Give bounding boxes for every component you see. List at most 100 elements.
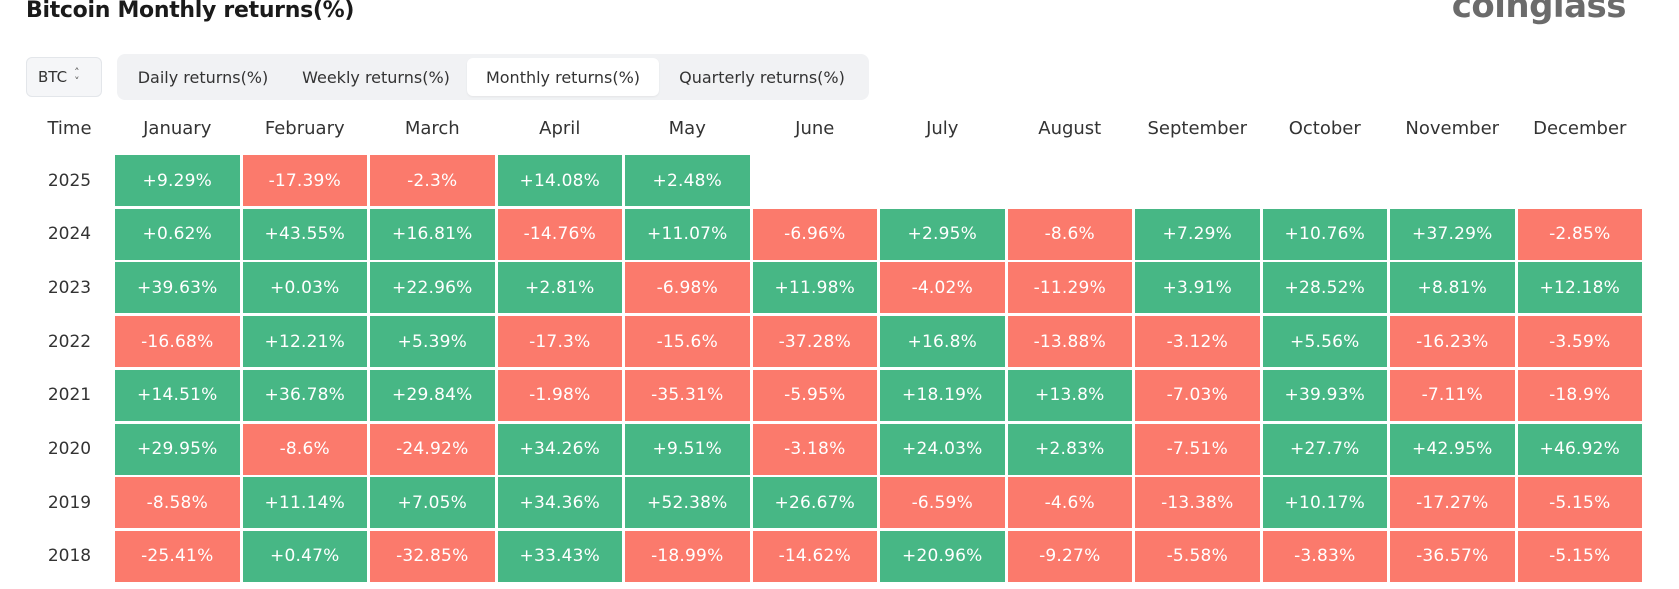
header-november: November	[1405, 117, 1500, 139]
return-cell: +0.62%	[115, 208, 240, 260]
tab-weekly-returns[interactable]: Weekly returns(%)	[302, 67, 450, 87]
header-june: June	[795, 117, 835, 139]
header-may: May	[668, 117, 706, 139]
return-cell	[1390, 155, 1515, 206]
return-cell: +43.55%	[242, 208, 367, 260]
return-cell: +11.07%	[625, 208, 750, 260]
year-label: 2019	[47, 492, 92, 513]
return-cell: +28.52%	[1262, 262, 1387, 314]
return-cell: -5.95%	[752, 369, 877, 421]
return-cell: +37.29%	[1390, 208, 1515, 260]
return-cell: +14.51%	[115, 369, 240, 421]
tab-monthly-returns[interactable]: Monthly returns(%)	[467, 58, 659, 96]
return-cell: +33.43%	[497, 530, 622, 582]
table-row: 2019 -8.58% +11.14% +7.05% +34.36% +52.38% +26…	[0, 477, 1679, 529]
asset-select[interactable]: BTC ˄ ˅	[26, 57, 102, 97]
return-cell: +12.21%	[242, 316, 367, 368]
return-cell: -9.27%	[1007, 530, 1132, 582]
return-cell: +39.63%	[115, 262, 240, 314]
year-label: 2025	[47, 170, 92, 191]
return-cell: +0.03%	[242, 262, 367, 314]
return-cell: +39.93%	[1262, 369, 1387, 421]
return-cell: -6.59%	[880, 477, 1005, 529]
return-cell: +14.08%	[497, 155, 622, 206]
page-title: Bitcoin Monthly returns(%)	[26, 0, 355, 23]
return-cell: -14.76%	[497, 208, 622, 260]
return-cell: -8.6%	[242, 423, 367, 475]
header-september: September	[1147, 117, 1248, 139]
return-cell: -17.27%	[1390, 477, 1515, 529]
return-cell: +36.78%	[242, 369, 367, 421]
return-cell: -3.83%	[1262, 530, 1387, 582]
return-cell: +11.98%	[752, 262, 877, 314]
return-cell: +18.19%	[880, 369, 1005, 421]
return-cell: +2.95%	[880, 208, 1005, 260]
table-row: 2020 +29.95% -8.6% -24.92% +34.26% +9.51% -3.1…	[0, 423, 1679, 475]
year-label: 2021	[47, 385, 92, 406]
return-cell: +5.56%	[1262, 316, 1387, 368]
year-label: 2022	[47, 331, 92, 352]
return-cell: +34.36%	[497, 477, 622, 529]
return-cell: +13.8%	[1007, 369, 1132, 421]
asset-select-value: BTC	[38, 68, 68, 86]
return-cell: +2.48%	[625, 155, 750, 206]
return-cell: -7.03%	[1135, 369, 1260, 421]
table-header: Time January February March April May June Jul…	[0, 112, 1679, 144]
header-january: January	[143, 117, 212, 139]
return-cell: +12.18%	[1517, 262, 1642, 314]
header-february: February	[264, 117, 345, 139]
return-cell: +27.7%	[1262, 423, 1387, 475]
table-row: 2021 +14.51% +36.78% +29.84% -1.98% -35.31% -5…	[0, 369, 1679, 421]
return-cell: -13.88%	[1007, 316, 1132, 368]
table-row: 2022 -16.68% +12.21% +5.39% -17.3% -15.6% -37.…	[0, 316, 1679, 368]
return-cell: +24.03%	[880, 423, 1005, 475]
return-cell: +7.29%	[1135, 208, 1260, 260]
chevron-up-down-icon: ˄ ˅	[74, 66, 80, 88]
return-cell: +8.81%	[1390, 262, 1515, 314]
table-row: 2025 +9.29% -17.39% -2.3% +14.08% +2.48%	[0, 155, 1679, 206]
return-cell: -25.41%	[115, 530, 240, 582]
return-cell: -5.58%	[1135, 530, 1260, 582]
return-cell: -3.12%	[1135, 316, 1260, 368]
return-cell: -3.18%	[752, 423, 877, 475]
return-cell: +5.39%	[370, 316, 495, 368]
header-october: October	[1288, 117, 1361, 139]
return-cell: -16.68%	[115, 316, 240, 368]
return-cell: -4.02%	[880, 262, 1005, 314]
return-cell: -18.99%	[625, 530, 750, 582]
return-cell: -17.39%	[242, 155, 367, 206]
return-cell	[880, 155, 1005, 206]
return-cell: -37.28%	[752, 316, 877, 368]
return-cell: -11.29%	[1007, 262, 1132, 314]
tab-daily-returns[interactable]: Daily returns(%)	[137, 67, 269, 87]
return-cell: -6.98%	[625, 262, 750, 314]
return-cell: +2.83%	[1007, 423, 1132, 475]
tab-quarterly-returns[interactable]: Quarterly returns(%)	[679, 67, 845, 87]
return-cell: +7.05%	[370, 477, 495, 529]
return-cell: -8.6%	[1007, 208, 1132, 260]
return-cell: -2.85%	[1517, 208, 1642, 260]
year-label: 2024	[47, 224, 92, 245]
return-cell: -35.31%	[625, 369, 750, 421]
table-row: 2024 +0.62% +43.55% +16.81% -14.76% +11.07% -6…	[0, 208, 1679, 260]
returns-tabs: Daily returns(%) Weekly returns(%) Month…	[117, 54, 869, 100]
return-cell: -15.6%	[625, 316, 750, 368]
return-cell: +20.96%	[880, 530, 1005, 582]
year-label: 2020	[47, 439, 92, 459]
header-march: March	[404, 117, 460, 139]
header-august: August	[1038, 117, 1102, 139]
return-cell: +42.95%	[1390, 423, 1515, 475]
return-cell: -16.23%	[1390, 316, 1515, 368]
header-december: December	[1533, 117, 1627, 139]
return-cell: -14.62%	[752, 530, 877, 582]
return-cell: +26.67%	[752, 477, 877, 529]
return-cell: -1.98%	[497, 369, 622, 421]
return-cell: +22.96%	[370, 262, 495, 314]
return-cell: +16.8%	[880, 316, 1005, 368]
return-cell: +0.47%	[242, 530, 367, 582]
return-cell: +2.81%	[497, 262, 622, 314]
return-cell: -7.11%	[1390, 369, 1515, 421]
return-cell: +29.84%	[370, 369, 495, 421]
return-cell	[1008, 155, 1133, 206]
return-cell	[1135, 155, 1260, 206]
